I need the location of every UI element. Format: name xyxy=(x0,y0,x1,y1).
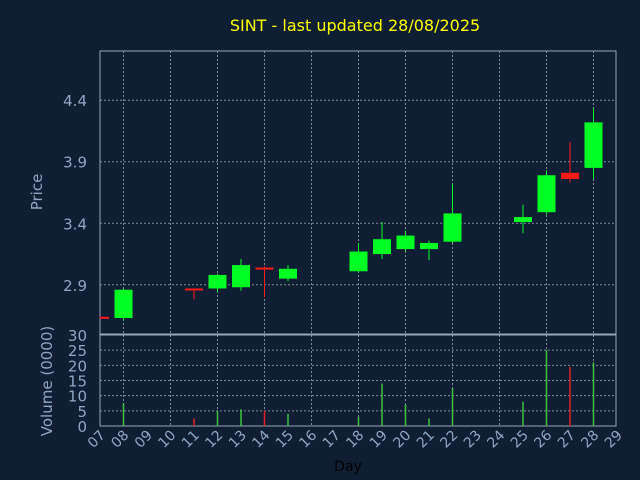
volume-y-tick-label: 30 xyxy=(68,327,87,345)
x-tick-label: 11 xyxy=(179,428,203,452)
x-tick-label: 25 xyxy=(508,428,532,452)
candle-body xyxy=(232,265,250,288)
x-tick-label: 23 xyxy=(461,428,485,452)
candle-body xyxy=(373,239,391,255)
x-tick-label: 27 xyxy=(555,428,579,452)
x-tick-label: 12 xyxy=(202,428,226,452)
x-tick-label: 08 xyxy=(108,428,132,452)
candlestick-series xyxy=(99,107,603,321)
candle-11 xyxy=(185,288,203,300)
x-tick-label: 26 xyxy=(531,427,555,451)
x-tick-label: 16 xyxy=(296,427,320,451)
x-tick-label: 21 xyxy=(414,428,438,452)
x-tick-label: 20 xyxy=(390,428,414,452)
volume-y-tick-label: 20 xyxy=(68,357,87,375)
candle-19 xyxy=(373,222,391,259)
volume-axis-label: Volume (0000) xyxy=(38,326,56,436)
candle-body xyxy=(537,175,556,213)
x-tick-label: 24 xyxy=(484,427,508,451)
volume-y-tick-label: 0 xyxy=(77,418,87,436)
chart-title: SINT - last updated 28/08/2025 xyxy=(230,16,480,35)
x-tick-label: 09 xyxy=(132,428,156,452)
x-tick-label: 07 xyxy=(85,428,109,452)
candle-15 xyxy=(279,265,297,282)
price-y-tick-label: 3.4 xyxy=(63,215,87,233)
x-tick-label: 22 xyxy=(437,428,461,452)
x-tick-label: 15 xyxy=(273,428,297,452)
x-tick-label: 13 xyxy=(226,428,250,452)
volume-y-tick-label: 25 xyxy=(68,342,87,360)
candle-08 xyxy=(114,288,133,321)
candle-body xyxy=(584,122,603,168)
volume-series xyxy=(122,350,595,426)
candle-body xyxy=(396,235,415,250)
x-tick-label: 19 xyxy=(367,428,391,452)
candle-21 xyxy=(420,240,438,261)
candle-body xyxy=(185,288,203,291)
volume-y-tick-label: 15 xyxy=(68,373,87,391)
price-y-tick-label: 4.4 xyxy=(63,92,87,110)
volume-y-tick-label: 10 xyxy=(68,388,87,406)
candle-07 xyxy=(99,316,109,319)
x-ticks: 07 08 09 10 11 12 13 14 15 16 17 18 19 20 21 22 23 24 25 26… xyxy=(85,427,626,451)
candle-12 xyxy=(208,273,227,293)
candle-20 xyxy=(396,230,415,252)
candle-14 xyxy=(255,266,274,298)
candle-body xyxy=(420,242,438,250)
candle-13 xyxy=(232,258,250,291)
candle-28 xyxy=(584,107,603,179)
candle-body xyxy=(208,274,227,289)
x-tick-label: 10 xyxy=(155,428,179,452)
candle-body xyxy=(100,316,109,319)
x-tick-label: 14 xyxy=(249,427,273,451)
candle-body xyxy=(514,217,532,223)
candle-body xyxy=(349,251,368,272)
price-y-tick-label: 2.9 xyxy=(63,277,87,295)
candle-18 xyxy=(349,242,368,273)
candle-body xyxy=(255,267,274,270)
candle-body xyxy=(279,268,297,279)
x-tick-label: 28 xyxy=(578,428,602,452)
candle-body xyxy=(561,172,579,179)
candle-body xyxy=(443,213,462,242)
x-tick-label: 29 xyxy=(602,428,626,452)
volume-grid xyxy=(100,335,616,426)
x-axis-label: Day xyxy=(334,459,362,475)
price-plot-frame xyxy=(99,50,617,335)
x-tick-label: 18 xyxy=(343,428,367,452)
candle-26 xyxy=(537,170,556,215)
price-y-tick-label: 3.9 xyxy=(63,154,87,172)
candle-22 xyxy=(443,183,462,243)
volume-y-tick-label: 5 xyxy=(77,403,87,421)
candle-body xyxy=(114,289,133,319)
price-y-ticks: 2.9 3.4 3.9 4.4 xyxy=(63,92,87,295)
x-tick-label: 17 xyxy=(320,428,344,452)
candle-25 xyxy=(514,204,532,234)
candle-27 xyxy=(561,142,579,183)
price-axis-label: Price xyxy=(28,174,46,211)
